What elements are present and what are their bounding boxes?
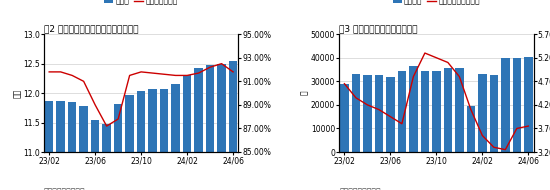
- Bar: [455, 68, 464, 152]
- Bar: [398, 71, 406, 152]
- Bar: [79, 106, 88, 190]
- Bar: [56, 101, 65, 190]
- Bar: [524, 57, 532, 152]
- Bar: [125, 95, 134, 190]
- Bar: [513, 58, 521, 152]
- Bar: [183, 75, 191, 190]
- Bar: [229, 61, 238, 190]
- Bar: [386, 77, 395, 152]
- Bar: [466, 106, 475, 152]
- Legend: 销区销量, 鸡蛋月均价（右轴）: 销区销量, 鸡蛋月均价（右轴）: [389, 0, 483, 8]
- Bar: [409, 66, 417, 152]
- Bar: [432, 71, 441, 152]
- Bar: [421, 71, 429, 152]
- Y-axis label: 亿只: 亿只: [13, 89, 21, 98]
- Y-axis label: 吨: 吨: [300, 91, 309, 95]
- Bar: [375, 75, 383, 152]
- Bar: [45, 101, 53, 190]
- Bar: [501, 58, 510, 152]
- Bar: [443, 68, 452, 152]
- Bar: [171, 84, 180, 190]
- Bar: [340, 84, 349, 152]
- Legend: 存栏量, 产蛋率（右轴）: 存栏量, 产蛋率（右轴）: [101, 0, 181, 8]
- Bar: [194, 68, 203, 190]
- Bar: [351, 74, 360, 152]
- Bar: [91, 120, 100, 190]
- Bar: [148, 89, 157, 190]
- Bar: [114, 104, 123, 190]
- Bar: [102, 124, 111, 190]
- Bar: [68, 102, 76, 190]
- Bar: [217, 64, 226, 190]
- Bar: [206, 65, 214, 190]
- Bar: [137, 91, 145, 190]
- Bar: [363, 75, 372, 152]
- Text: 图2 全国产蛋鸡存栏量与产蛋率变化图: 图2 全国产蛋鸡存栏量与产蛋率变化图: [44, 25, 139, 33]
- Text: 图3 代表市场鸡蛋批发量走势图: 图3 代表市场鸡蛋批发量走势图: [339, 25, 418, 33]
- Text: 数据来源：卓创资讯: 数据来源：卓创资讯: [339, 187, 381, 190]
- Bar: [490, 75, 498, 152]
- Bar: [478, 74, 487, 152]
- Bar: [160, 89, 168, 190]
- Text: 数据来源：卓创资讯: 数据来源：卓创资讯: [44, 187, 86, 190]
